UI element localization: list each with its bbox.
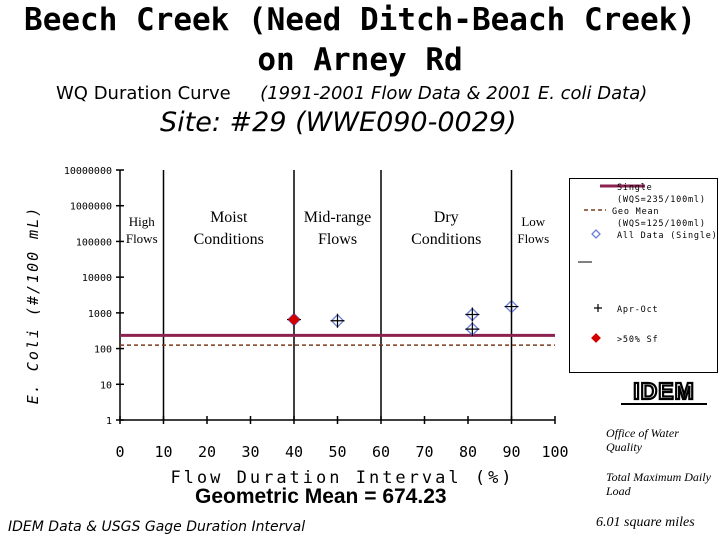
legend-entry-text: (WQS=235/100ml) bbox=[617, 195, 706, 205]
legend-entry-text: Single bbox=[617, 183, 653, 193]
x-tick-label: 60 bbox=[372, 443, 390, 461]
data-source-label: IDEM Data & USGS Gage Duration Interval bbox=[8, 519, 306, 535]
legend-entry-text: All Data (Single) bbox=[617, 231, 718, 241]
idem-logo: IDEM bbox=[617, 378, 711, 408]
chart-subtitle: WQ Duration Curve (1991-2001 Flow Data &… bbox=[56, 83, 647, 104]
office-label: Office of Water Quality bbox=[606, 426, 679, 454]
data-point-apr-oct bbox=[330, 313, 345, 328]
x-tick-label: 30 bbox=[241, 443, 259, 461]
geometric-mean-label: Geometric Mean = 674.23 bbox=[195, 485, 447, 508]
legend-items: Single (WQS=235/100ml) Geo Mean (WQS=125/10… bbox=[578, 183, 718, 345]
chart-title-line1: Beech Creek (Need Ditch-Beach Creek) bbox=[24, 2, 696, 38]
x-tick-label: 0 bbox=[115, 443, 124, 461]
legend-plus-icon bbox=[594, 304, 602, 312]
x-tick-label: 20 bbox=[198, 443, 216, 461]
legend-filled-diamond-icon bbox=[591, 333, 601, 343]
x-tick-label: 40 bbox=[285, 443, 303, 461]
legend-entry-text: Geo Mean bbox=[612, 207, 659, 217]
tmdl-label: Total Maximum Daily Load bbox=[606, 470, 711, 498]
subtitle-left: WQ Duration Curve bbox=[56, 83, 231, 104]
x-axis-label: Flow Duration Interval (%) bbox=[170, 468, 514, 488]
y-tick-label: 1000 bbox=[88, 309, 112, 320]
zone-label: Flows bbox=[126, 231, 158, 246]
x-tick-label: 50 bbox=[328, 443, 346, 461]
zone-label: Conditions bbox=[194, 231, 264, 248]
zone-label: Low bbox=[521, 214, 545, 229]
data-point-apr-oct bbox=[504, 299, 519, 314]
watershed-area-label: 6.01 square miles bbox=[596, 515, 695, 530]
legend-entry-text: (WQS=125/100ml) bbox=[617, 219, 706, 229]
zone-label: Mid-range bbox=[304, 209, 372, 226]
x-tick-label: 70 bbox=[415, 443, 433, 461]
zone-label: High bbox=[129, 214, 156, 229]
site-label: Site: #29 (WWE090-0029) bbox=[160, 107, 517, 138]
zone-label: Conditions bbox=[411, 231, 481, 248]
x-tick-label: 100 bbox=[541, 443, 568, 461]
data-point-exceed bbox=[288, 313, 300, 326]
data-point-apr-oct bbox=[465, 322, 480, 337]
y-tick-label: 100 bbox=[94, 345, 112, 356]
legend-entry-text: Apr-Oct bbox=[617, 305, 658, 315]
subtitle-ecoli: E. coli bbox=[537, 83, 592, 104]
y-tick-label: 10000000 bbox=[64, 166, 112, 177]
x-tick-label: 80 bbox=[459, 443, 477, 461]
logo-text: IDEM bbox=[633, 378, 695, 404]
x-tick-label: 90 bbox=[502, 443, 520, 461]
y-tick-label: 1 bbox=[106, 416, 112, 427]
y-tick-label: 10 bbox=[100, 380, 112, 391]
y-tick-label: 10000 bbox=[82, 273, 112, 284]
zone-label: Flows bbox=[318, 231, 357, 248]
x-tick-label: 10 bbox=[154, 443, 172, 461]
subtitle-end: Data) bbox=[591, 83, 648, 104]
subtitle-right: (1991-2001 Flow Data & 2001 bbox=[260, 83, 538, 104]
y-tick-label: 1000000 bbox=[70, 202, 112, 213]
zone-label: Flows bbox=[517, 231, 549, 246]
zone-label: Dry bbox=[434, 209, 459, 226]
legend-diamond-icon bbox=[591, 229, 601, 239]
y-axis-label: E. Coli (#/100 mL) bbox=[24, 206, 42, 405]
y-tick-label: 100000 bbox=[76, 237, 112, 248]
legend-entry-text: >50% Sf bbox=[617, 335, 658, 345]
chart-title-line2: on Arney Rd bbox=[257, 42, 463, 78]
data-point-apr-oct bbox=[465, 307, 480, 322]
zone-label: Moist bbox=[210, 209, 248, 226]
